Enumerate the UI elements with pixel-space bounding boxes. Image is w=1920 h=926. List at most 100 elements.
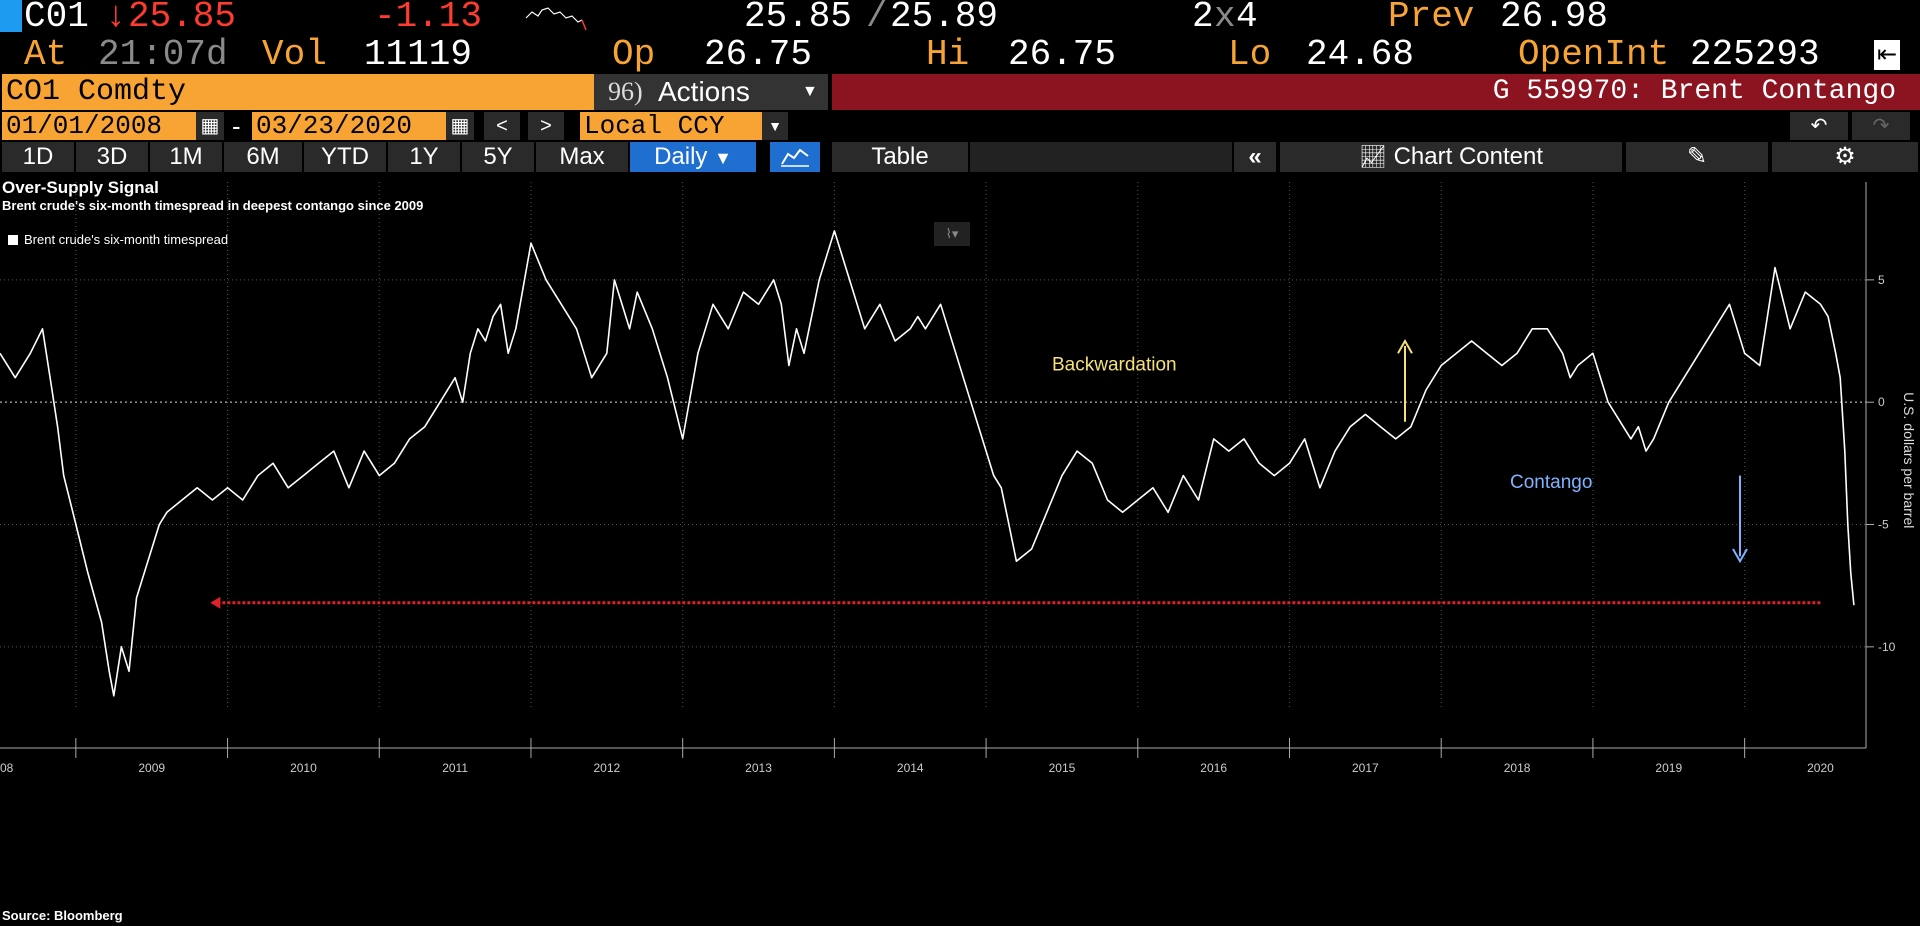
- chart-legend[interactable]: Brent crude's six-month timespread: [8, 232, 228, 247]
- series-line: [0, 230, 1855, 697]
- period-3d[interactable]: 3D: [76, 142, 148, 172]
- last-price: 25.85: [128, 0, 237, 37]
- period-1d[interactable]: 1D: [2, 142, 74, 172]
- x-tick-label: 2011: [442, 761, 468, 775]
- bid-size: 2: [1192, 0, 1214, 37]
- period-5y[interactable]: 5Y: [462, 142, 534, 172]
- high-value: 26.75: [1008, 34, 1117, 75]
- x-tick-label: 2016: [1200, 761, 1227, 775]
- chart-type-icon[interactable]: ⌇▾: [934, 222, 970, 246]
- calendar-icon[interactable]: ▦: [196, 112, 224, 140]
- low-value: 24.68: [1306, 34, 1415, 75]
- x-tick-label: 2018: [1504, 761, 1531, 775]
- double-chevron-left-icon[interactable]: «: [1234, 142, 1276, 172]
- x-tick-label: 2010: [290, 761, 317, 775]
- down-arrow-icon: ↓: [105, 0, 127, 37]
- line-chart-icon: 📈︎: [1358, 144, 1387, 169]
- bid-ask-separator: /: [866, 0, 888, 37]
- x-tick-label: 2019: [1655, 761, 1682, 775]
- chart-content-button[interactable]: 📈︎ Chart Content: [1280, 142, 1622, 172]
- y-tick-label: -10: [1878, 640, 1896, 654]
- start-date-input[interactable]: 01/01/2008: [2, 112, 196, 140]
- chevron-right-icon[interactable]: >: [528, 112, 564, 140]
- y-tick-label: -5: [1878, 518, 1889, 532]
- x-tick-label: 2014: [897, 761, 924, 775]
- ticker-symbol[interactable]: C01: [24, 0, 89, 37]
- open-interest-label: OpenInt: [1518, 34, 1670, 75]
- period-1m[interactable]: 1M: [150, 142, 222, 172]
- bid-price: 25.85: [744, 0, 853, 37]
- line-chart-icon[interactable]: [770, 142, 820, 172]
- open-interest-value: 225293: [1690, 34, 1820, 75]
- ask-size: 4: [1236, 0, 1258, 37]
- chart-content-label: Chart Content: [1393, 143, 1544, 170]
- y-tick-label: 5: [1878, 273, 1885, 287]
- open-label: Op: [612, 34, 656, 75]
- x-tick-label: 2012: [593, 761, 620, 775]
- pencil-icon[interactable]: ✎: [1626, 142, 1768, 172]
- frequency-label: Daily: [654, 143, 708, 170]
- period-max[interactable]: Max: [536, 142, 628, 172]
- actions-label: Actions: [658, 76, 750, 107]
- y-tick-label: 0: [1878, 395, 1885, 409]
- period-ytd[interactable]: YTD: [304, 142, 386, 172]
- end-date-input[interactable]: 03/23/2020: [252, 112, 446, 140]
- x-tick-label: 2008: [0, 761, 14, 775]
- undo-icon[interactable]: ↶: [1790, 112, 1848, 140]
- toolbar-spacer: [970, 142, 1232, 172]
- range-dash: -: [232, 111, 241, 141]
- y-axis-label: U.S. dollars per barrel: [1901, 392, 1917, 528]
- chart-svg: 5 0 -5 -10 U.S. dollars per barrel 2008 2009 2…: [0, 182, 1917, 775]
- chevron-down-icon: ▼: [802, 83, 818, 100]
- chart-id-bar: G 559970: Brent Contango: [832, 74, 1920, 110]
- x-tick-label: 2017: [1352, 761, 1379, 775]
- date-range-bar: 01/01/2008 ▦ - 03/23/2020 ▦ < > Local CC…: [0, 112, 1920, 140]
- chart-id: G 559970: Brent Contango: [1492, 76, 1896, 107]
- chart-title: Over-Supply Signal: [2, 178, 159, 197]
- prev-close: 26.98: [1500, 0, 1609, 37]
- period-6m[interactable]: 6M: [224, 142, 302, 172]
- net-change: -1.13: [374, 0, 483, 37]
- currency-select[interactable]: Local CCY: [580, 112, 762, 140]
- reference-arrow-head: [210, 596, 221, 609]
- chart-area[interactable]: Over-Supply Signal Brent crude's six-mon…: [0, 178, 1920, 926]
- sparkline-icon: [525, 7, 587, 31]
- ask-price: 25.89: [890, 0, 999, 37]
- redo-icon[interactable]: ↷: [1852, 112, 1910, 140]
- low-label: Lo: [1228, 34, 1272, 75]
- frequency-select[interactable]: Daily ▼: [630, 142, 756, 172]
- security-field[interactable]: CO1 Comdty: [2, 74, 594, 110]
- export-icon[interactable]: ⇤: [1874, 40, 1900, 70]
- last-trade-time: 21:07d: [98, 34, 228, 75]
- title-bar: CO1 Comdty 96) Actions ▼ G 559970: Brent…: [0, 74, 1920, 110]
- actions-menu[interactable]: 96) Actions ▼: [594, 74, 828, 110]
- actions-number: 96): [608, 77, 643, 106]
- annotation-backwardation: Backwardation: [1052, 354, 1177, 375]
- chart-subtitle: Brent crude's six-month timespread in de…: [2, 198, 424, 213]
- chevron-down-icon[interactable]: ▼: [762, 112, 788, 140]
- x-tick-label: 2020: [1807, 761, 1834, 775]
- table-button[interactable]: Table: [832, 142, 968, 172]
- gear-icon[interactable]: ⚙: [1772, 142, 1918, 172]
- high-label: Hi: [926, 34, 970, 75]
- source-label: Source: Bloomberg: [2, 908, 123, 923]
- chevron-left-icon[interactable]: <: [484, 112, 520, 140]
- calendar-icon[interactable]: ▦: [446, 112, 474, 140]
- prev-label: Prev: [1388, 0, 1475, 37]
- period-1y[interactable]: 1Y: [388, 142, 460, 172]
- chevron-down-icon: ▼: [714, 148, 732, 168]
- volume-value: 11119: [364, 34, 473, 75]
- x-tick-label: 2009: [138, 761, 165, 775]
- up-arrow-head: [1397, 339, 1413, 354]
- period-toolbar: 1D 3D 1M 6M YTD 1Y 5Y Max Daily ▼ Table …: [0, 142, 1920, 172]
- open-value: 26.75: [704, 34, 813, 75]
- legend-swatch: [8, 234, 18, 245]
- down-arrow-head: [1732, 548, 1748, 564]
- annotation-contango: Contango: [1510, 472, 1592, 493]
- x-tick-label: 2015: [1049, 761, 1076, 775]
- ticker-indicator: [0, 0, 22, 32]
- x-tick-label: 2013: [745, 761, 772, 775]
- at-label: At: [24, 34, 68, 75]
- legend-label: Brent crude's six-month timespread: [24, 232, 229, 247]
- volume-label: Vol: [262, 34, 327, 75]
